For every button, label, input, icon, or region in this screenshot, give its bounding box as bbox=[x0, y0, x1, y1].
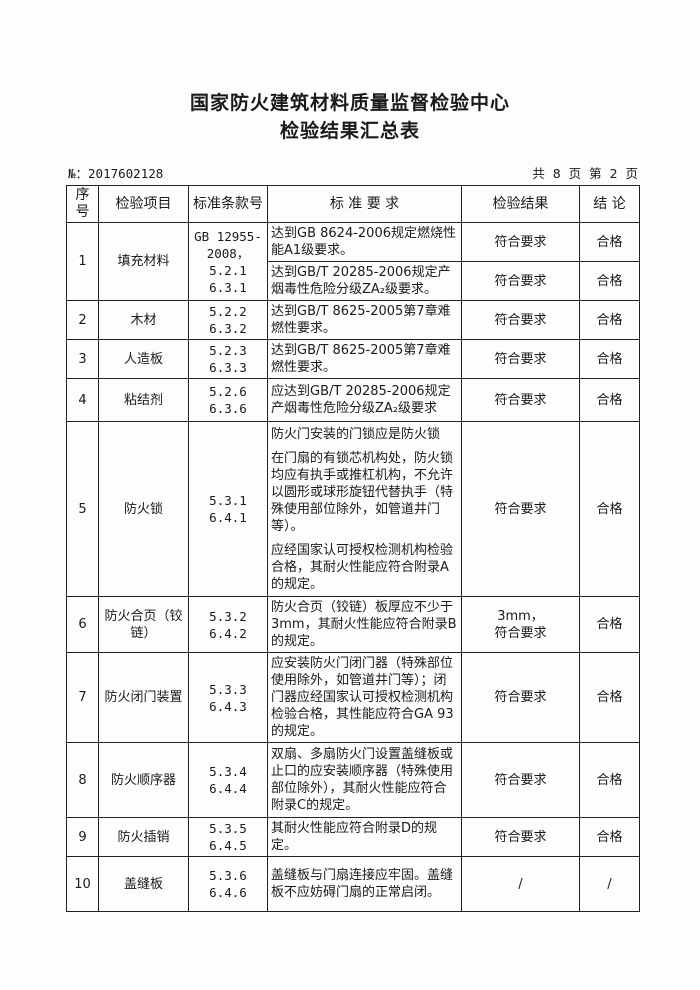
inspection-item: 防火闭门装置 bbox=[98, 652, 189, 743]
requirement-text: 防火合页（铰链）板厚应不少于3mm，其耐火性能应符合附录B的规定。 bbox=[271, 600, 457, 649]
inspection-item: 防火合页（铰链） bbox=[98, 596, 189, 653]
inspection-item: 木材 bbox=[98, 300, 189, 340]
requirement-cell: 防火门安装的门锁应是防火锁在门扇的有锁芯机构处，防火锁均应有执手或推杠机构，不允… bbox=[267, 421, 462, 597]
requirement-cell: 应安装防火门闭门器（特殊部位使用除外，如管道井门等）；闭门器应经国家认可授权检测… bbox=[267, 652, 462, 743]
column-header: 标准条款号 bbox=[188, 185, 268, 223]
requirement-cell: 应达到GB/T 20285-2006规定产烟毒性危险分级ZA₂级要求 bbox=[267, 378, 462, 422]
requirement-cell: 防火合页（铰链）板厚应不少于3mm，其耐火性能应符合附录B的规定。 bbox=[267, 596, 462, 653]
row-number: 7 bbox=[66, 652, 99, 743]
result-cell: 符合要求 bbox=[461, 378, 580, 422]
result-cell: 符合要求 bbox=[461, 742, 580, 818]
row-number: 8 bbox=[66, 742, 99, 818]
clause-number: 5.3.3 6.4.3 bbox=[188, 652, 268, 743]
conclusion-cell: 合格 bbox=[579, 596, 640, 653]
requirement-text: 其耐火性能应符合附录D的规定。 bbox=[271, 821, 438, 853]
table-row: 1 填充材料 GB 12955- 2008，5.2.1 6.3.1 达到GB 8624… bbox=[66, 222, 640, 301]
conclusion-cell: 合格 bbox=[579, 222, 640, 262]
result-cell: 符合要求 bbox=[461, 652, 580, 743]
table-row: 8 防火顺序器 5.3.4 6.4.4 双扇、多扇防火门设置盖缝板或止口的应安装顺序器… bbox=[66, 742, 640, 818]
table-row: 6 防火合页（铰链） 5.3.2 6.4.2 防火合页（铰链）板厚应不少于3mm，其耐… bbox=[66, 596, 640, 653]
page-subtitle: 检验结果汇总表 bbox=[279, 120, 420, 142]
results-table: 序号 检验项目 标准条款号标 准 要 求检验结果结 论 1 填充材料 GB 12955-… bbox=[66, 185, 640, 912]
result-cell: / bbox=[461, 856, 580, 912]
clause-number: 5.2.3 6.3.3 bbox=[188, 339, 268, 379]
table-row: 4 粘结剂 5.2.6 6.3.6 应达到GB/T 20285-2006规定产烟毒性危… bbox=[66, 378, 640, 422]
column-header: 检验结果 bbox=[461, 185, 580, 223]
clause-number: 5.3.6 6.4.6 bbox=[188, 856, 268, 912]
row-number: 4 bbox=[66, 378, 99, 422]
result-cell: 符合要求 bbox=[461, 421, 580, 597]
table-header: 序号 检验项目 标准条款号标 准 要 求检验结果结 论 bbox=[66, 185, 640, 223]
table-row: 7 防火闭门装置 5.3.3 6.4.3 应安装防火门闭门器（特殊部位使用除外，如管道… bbox=[66, 652, 640, 743]
result-cell: 符合要求 bbox=[461, 261, 580, 301]
report-number: №：2017602128 bbox=[68, 166, 164, 181]
column-header: 结 论 bbox=[579, 185, 640, 223]
requirement-text: 达到GB/T 8625-2005第7章难燃性要求。 bbox=[271, 304, 451, 336]
row-number: 1 bbox=[66, 222, 99, 301]
conclusion-cell: 合格 bbox=[579, 817, 640, 857]
requirement-cell: 达到GB/T 8625-2005第7章难燃性要求。 bbox=[267, 300, 462, 340]
clause-number: 5.2.2 6.3.2 bbox=[188, 300, 268, 340]
conclusion-cell: / bbox=[579, 856, 640, 912]
row-number: 3 bbox=[66, 339, 99, 379]
requirement-text: 应安装防火门闭门器（特殊部位使用除外，如管道井门等）；闭门器应经国家认可授权检测… bbox=[271, 656, 454, 739]
clause-number: 5.2.6 6.3.6 bbox=[188, 378, 268, 422]
clause-number: 5.3.2 6.4.2 bbox=[188, 596, 268, 653]
table-row: 9 防火插销 5.3.5 6.4.5 其耐火性能应符合附录D的规定。 符合要求 合格 bbox=[66, 817, 640, 857]
column-header: 序号 bbox=[66, 185, 99, 223]
clause-number: 5.3.5 6.4.5 bbox=[188, 817, 268, 857]
requirement-cell: 达到GB/T 8625-2005第7章难燃性要求。 bbox=[267, 339, 462, 379]
result-cell: 3mm， 符合要求 bbox=[461, 596, 580, 653]
inspection-item: 防火插销 bbox=[98, 817, 189, 857]
requirement-text: 达到GB/T 8625-2005第7章难燃性要求。 bbox=[271, 343, 451, 375]
conclusion-cell: 合格 bbox=[579, 261, 640, 301]
page-info: 共 8 页 第 2 页 bbox=[532, 166, 640, 181]
table-row: 2 木材 5.2.2 6.3.2 达到GB/T 8625-2005第7章难燃性要求。符… bbox=[66, 300, 640, 340]
inspection-item: 防火锁 bbox=[98, 421, 189, 597]
conclusion-cell: 合格 bbox=[579, 652, 640, 743]
table-row: 达到GB/T 20285-2006规定产烟毒性危险分级ZA₂级要求。 符合要求 合格 bbox=[67, 261, 640, 301]
result-cell: 符合要求 bbox=[461, 300, 580, 340]
clause-number: 5.3.1 6.4.1 bbox=[188, 421, 268, 597]
conclusion-cell: 合格 bbox=[579, 378, 640, 422]
page-title: 国家防火建筑材料质量监督检验中心 bbox=[189, 92, 510, 114]
inspection-item: 填充材料 bbox=[98, 222, 189, 301]
clause-number: GB 12955- 2008，5.2.1 6.3.1 bbox=[188, 222, 268, 301]
row-number: 10 bbox=[66, 856, 99, 912]
result-cell: 符合要求 bbox=[461, 222, 580, 262]
conclusion-cell: 合格 bbox=[579, 300, 640, 340]
result-cell: 符合要求 bbox=[461, 817, 580, 857]
inspection-item: 粘结剂 bbox=[98, 378, 189, 422]
row-number: 6 bbox=[66, 596, 99, 653]
requirement-text: 应经国家认可授权检测机构检验合格，其耐火性能应符合附录A的规定。 bbox=[271, 542, 454, 592]
table-row: 10 盖缝板 5.3.6 6.4.6 盖缝板与门扇连接应牢固。盖缝板不应妨碍门扇的正常… bbox=[66, 856, 640, 912]
requirement-text: 盖缝板与门扇连接应牢固。盖缝板不应妨碍门扇的正常启闭。 bbox=[271, 868, 454, 900]
requirement-cell: 达到GB/T 20285-2006规定产烟毒性危险分级ZA₂级要求。 bbox=[267, 261, 462, 301]
conclusion-cell: 合格 bbox=[579, 339, 640, 379]
requirement-cell: 双扇、多扇防火门设置盖缝板或止口的应安装顺序器（特殊使用部位除外），其耐火性能应… bbox=[267, 742, 462, 818]
requirement-text: 防火门安装的门锁应是防火锁 bbox=[271, 426, 441, 442]
requirement-text: 双扇、多扇防火门设置盖缝板或止口的应安装顺序器（特殊使用部位除外），其耐火性能应… bbox=[271, 747, 454, 813]
row-number: 9 bbox=[66, 817, 99, 857]
requirement-text: 在门扇的有锁芯机构处，防火锁均应有执手或推杠机构，不允许以圆形或球形旋钮代替执手… bbox=[271, 450, 454, 534]
column-header: 检验项目 bbox=[98, 185, 189, 223]
clause-number: 5.3.4 6.4.4 bbox=[188, 742, 268, 818]
requirement-cell: 其耐火性能应符合附录D的规定。 bbox=[267, 817, 462, 857]
requirement-cell: 盖缝板与门扇连接应牢固。盖缝板不应妨碍门扇的正常启闭。 bbox=[267, 856, 462, 912]
row-number: 2 bbox=[66, 300, 99, 340]
requirement-text: 应达到GB/T 20285-2006规定产烟毒性危险分级ZA₂级要求 bbox=[271, 384, 451, 416]
inspection-item: 人造板 bbox=[98, 339, 189, 379]
table-row: 3 人造板 5.2.3 6.3.3 达到GB/T 8625-2005第7章难燃性要求。… bbox=[66, 339, 640, 379]
conclusion-cell: 合格 bbox=[579, 742, 640, 818]
result-cell: 符合要求 bbox=[461, 339, 580, 379]
column-header: 标 准 要 求 bbox=[267, 185, 462, 223]
conclusion-cell: 合格 bbox=[579, 421, 640, 597]
inspection-item: 防火顺序器 bbox=[98, 742, 189, 818]
row-number: 5 bbox=[66, 421, 99, 597]
table-row: 5 防火锁 5.3.1 6.4.1 防火门安装的门锁应是防火锁在门扇的有锁芯机构处，防… bbox=[66, 421, 640, 597]
requirement-cell: 达到GB 8624-2006规定燃烧性能A1级要求。 bbox=[267, 222, 462, 262]
inspection-item: 盖缝板 bbox=[98, 856, 189, 912]
